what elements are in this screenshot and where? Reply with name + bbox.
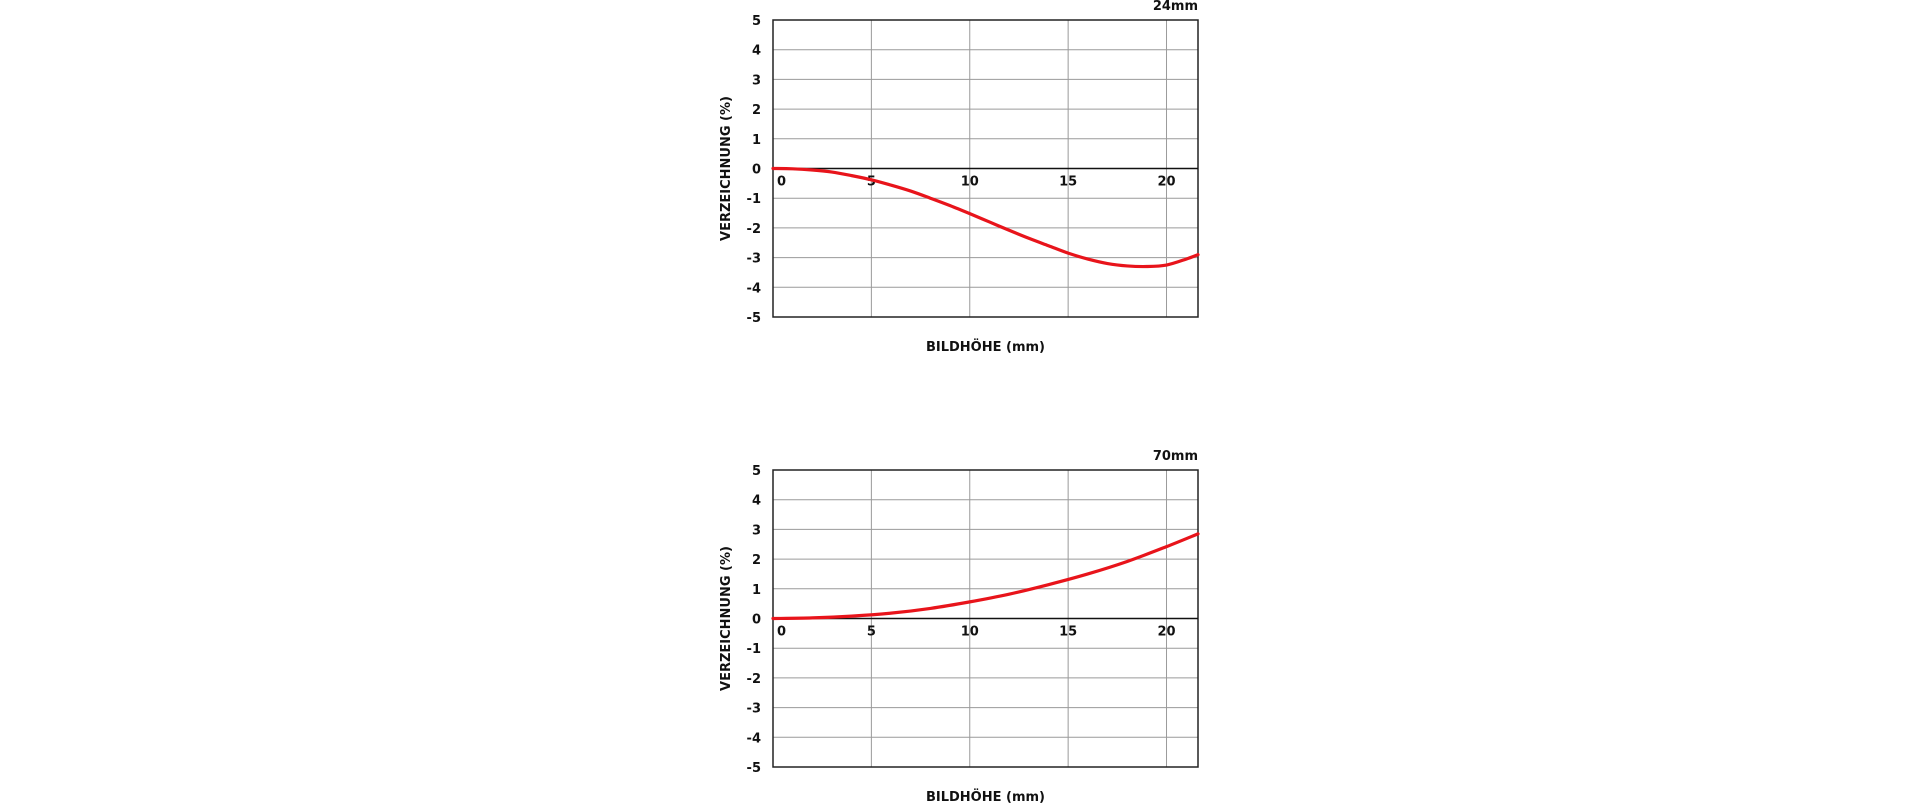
y-tick-label: 3 (752, 73, 761, 88)
y-axis-title: VERZEICHNUNG (%) (719, 546, 734, 691)
panel-label: 24mm (1153, 0, 1198, 14)
y-tick-label: 5 (752, 14, 761, 29)
x-tick-label: 20 (1157, 625, 1175, 640)
y-tick-label: 1 (752, 583, 761, 598)
x-tick-label: 15 (1059, 175, 1077, 190)
y-tick-label: 2 (752, 553, 761, 568)
y-tick-label: -4 (747, 281, 761, 296)
y-tick-label: -3 (747, 252, 761, 267)
x-tick-label: 10 (961, 175, 979, 190)
y-tick-label: -5 (747, 311, 761, 326)
y-tick-label: -4 (747, 731, 761, 746)
y-tick-label: 4 (752, 494, 761, 509)
x-tick-label: 5 (867, 175, 876, 190)
y-tick-label: 5 (752, 464, 761, 479)
y-tick-label: 1 (752, 133, 761, 148)
panel-label: 70mm (1153, 449, 1198, 464)
x-tick-label: 5 (867, 625, 876, 640)
x-tick-label: 10 (961, 625, 979, 640)
x-tick-label: 20 (1157, 175, 1175, 190)
y-tick-label: -2 (747, 222, 761, 237)
x-tick-label: 0 (777, 175, 786, 190)
series-line (771, 166, 1200, 269)
y-tick-label: -1 (747, 192, 761, 207)
x-axis-title: BILDHÖHE (mm) (926, 789, 1045, 805)
y-tick-label: 0 (752, 163, 761, 178)
series-line (771, 532, 1200, 621)
x-tick-label: 15 (1059, 625, 1077, 640)
y-tick-label: 4 (752, 44, 761, 59)
y-tick-label: 2 (752, 103, 761, 118)
y-tick-label: 0 (752, 613, 761, 628)
y-tick-label: -2 (747, 672, 761, 687)
x-axis-title: BILDHÖHE (mm) (926, 339, 1045, 355)
y-axis-title: VERZEICHNUNG (%) (719, 96, 734, 241)
y-tick-label: -5 (747, 761, 761, 776)
y-tick-label: -3 (747, 702, 761, 717)
y-tick-label: -1 (747, 642, 761, 657)
y-tick-label: 3 (752, 523, 761, 538)
x-tick-label: 0 (777, 625, 786, 640)
